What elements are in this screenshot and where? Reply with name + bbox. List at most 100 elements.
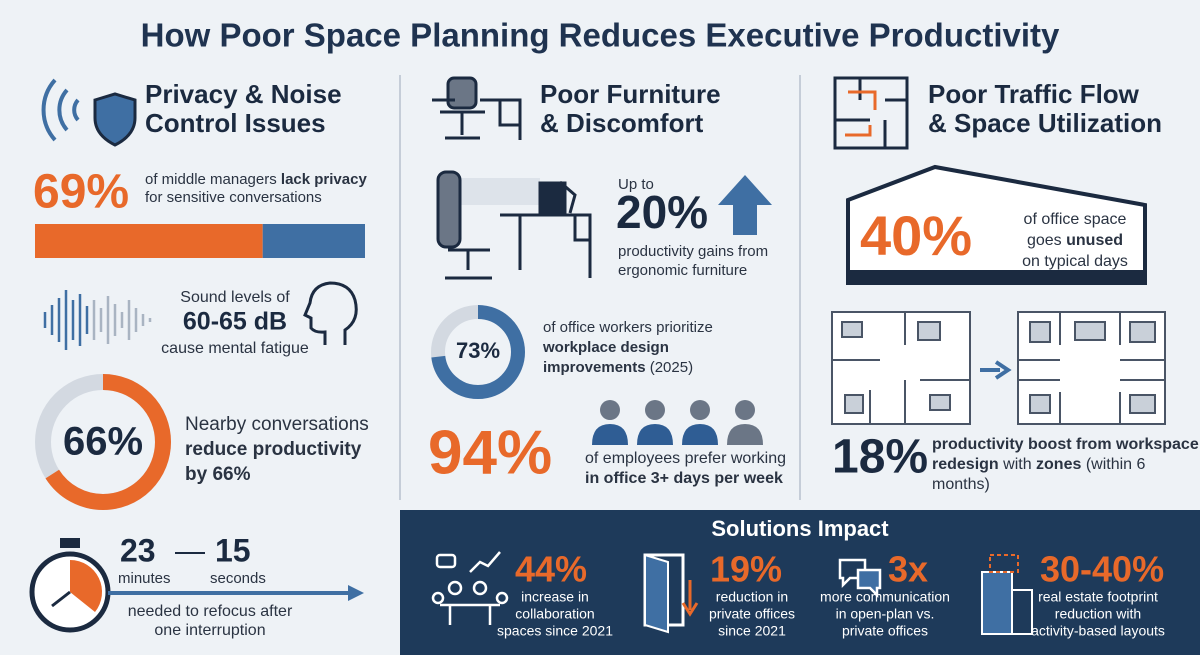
house-frame-part: [848, 270, 1145, 283]
floorplan-after-part: [1018, 312, 1165, 424]
stat: 69%: [33, 166, 129, 219]
section-heading: Poor Furniture: [540, 79, 721, 109]
stat-text: for sensitive conversations: [145, 189, 322, 206]
floorplan-before-part: [917, 321, 941, 341]
icon-building-part: [981, 571, 1013, 635]
stat: 20%: [616, 186, 708, 238]
stat-text: improvements (2025): [543, 359, 693, 376]
icon-people-part: [637, 424, 673, 445]
unit: minutes: [118, 570, 171, 587]
arrow: [980, 360, 1012, 380]
stat: 30-40%: [1040, 549, 1164, 590]
bar-remainder: [262, 224, 365, 258]
icon-chat: [838, 558, 882, 599]
arrow: [108, 585, 364, 601]
text-part: (within 6: [1081, 456, 1145, 473]
donut-arc: [431, 305, 525, 399]
icon-sound-wave: [43, 281, 358, 350]
unit: seconds: [210, 570, 266, 587]
text-emphasis: zones: [1036, 456, 1081, 473]
illustration-workstation-part: [445, 248, 492, 280]
stat: 40%: [860, 204, 972, 267]
panel-title: Solutions Impact: [711, 516, 889, 541]
icon-people-part: [645, 400, 665, 420]
stat-text: of middle managers lack privacy: [145, 171, 367, 188]
text-part: (2025): [646, 359, 694, 376]
stat-text: activity-based layouts: [1031, 623, 1165, 639]
icon-desk-part: [480, 98, 522, 140]
text-emphasis: lack privacy: [281, 171, 368, 188]
arrow-part: [348, 585, 364, 601]
icon-meeting-part: [447, 580, 463, 596]
icon-building-part: [1011, 589, 1033, 635]
solutions-panel: [400, 510, 1200, 655]
stat-text: of employees prefer working: [585, 450, 786, 467]
icon-stopwatch: [29, 538, 111, 633]
stat: 23: [120, 532, 156, 568]
illustration-workstation-part: [559, 180, 577, 214]
illustration-workstation-part: [455, 178, 540, 205]
stat-text: spaces since 2021: [497, 623, 613, 639]
floorplan-after-part: [1029, 321, 1051, 343]
icon-chat-part: [856, 568, 882, 599]
floorplan-after-part: [1129, 321, 1156, 343]
section-heading: Poor Traffic Flow: [928, 79, 1140, 109]
title: How Poor Space Planning Reduces Executiv…: [141, 17, 1060, 54]
icon-people-part: [690, 400, 710, 420]
stat-text: Nearby conversations: [185, 414, 369, 435]
up-arrow: [718, 175, 772, 235]
stat-text: cause mental fatigue: [161, 340, 309, 357]
section-heading: & Discomfort: [540, 108, 704, 138]
stat-text: more communication: [820, 589, 950, 605]
text-emphasis: redesign: [932, 456, 999, 473]
icon-privacy-part: [57, 88, 69, 132]
stat-text: increase in: [521, 589, 589, 605]
stat-text: Sound levels of: [180, 289, 290, 306]
icon-meeting-part: [435, 553, 457, 569]
text-emphasis: improvements: [543, 359, 646, 376]
bar: [35, 224, 365, 258]
icon-building: [981, 554, 1033, 635]
icon-people-part: [592, 424, 628, 445]
icon-meeting: [431, 551, 509, 625]
floorplan-before: [831, 311, 971, 425]
icon-floorplan-part: [833, 76, 909, 150]
house-frame: [846, 164, 1147, 285]
donut-label: 66%: [63, 420, 143, 464]
icon-privacy-part: [93, 92, 137, 147]
floorplan-after-part: [1129, 394, 1156, 414]
illustration-workstation: [436, 170, 592, 280]
icon-floorplan-part: [835, 78, 907, 148]
stat-text: workplace design: [542, 339, 669, 356]
stat-text: in open-plan vs.: [836, 606, 935, 622]
icon-meeting-part: [495, 591, 509, 605]
stat-text: ergonomic furniture: [618, 262, 747, 279]
stat-text: on typical days: [1022, 253, 1128, 270]
stat-text: goes unused: [1027, 232, 1123, 249]
floorplan-after: [1017, 311, 1166, 425]
donut-label: 73%: [456, 338, 500, 363]
icon-floorplan-part: [845, 90, 877, 137]
icon-stopwatch-part: [70, 560, 103, 612]
icon-people-part: [727, 424, 763, 445]
stat-text: productivity gains from: [618, 243, 768, 260]
donut: [431, 305, 525, 399]
icon-door: [643, 553, 699, 634]
text-part: goes: [1027, 232, 1066, 249]
stat-text: private offices: [709, 606, 795, 622]
stat: 60-65 dB: [183, 308, 287, 336]
icon-sound-wave-part: [303, 281, 358, 345]
floorplan-before-part: [841, 321, 863, 338]
floorplan-before-part: [929, 394, 951, 411]
text-part: with: [999, 456, 1036, 473]
icon-sound-wave-part: [43, 290, 89, 350]
icon-stopwatch-part: [60, 538, 80, 548]
stat-text: months): [932, 476, 990, 493]
stat-text: real estate footprint: [1038, 589, 1158, 605]
icon-privacy: [41, 78, 137, 147]
text-part: of middle managers: [145, 171, 281, 188]
icon-people-part: [735, 400, 755, 420]
